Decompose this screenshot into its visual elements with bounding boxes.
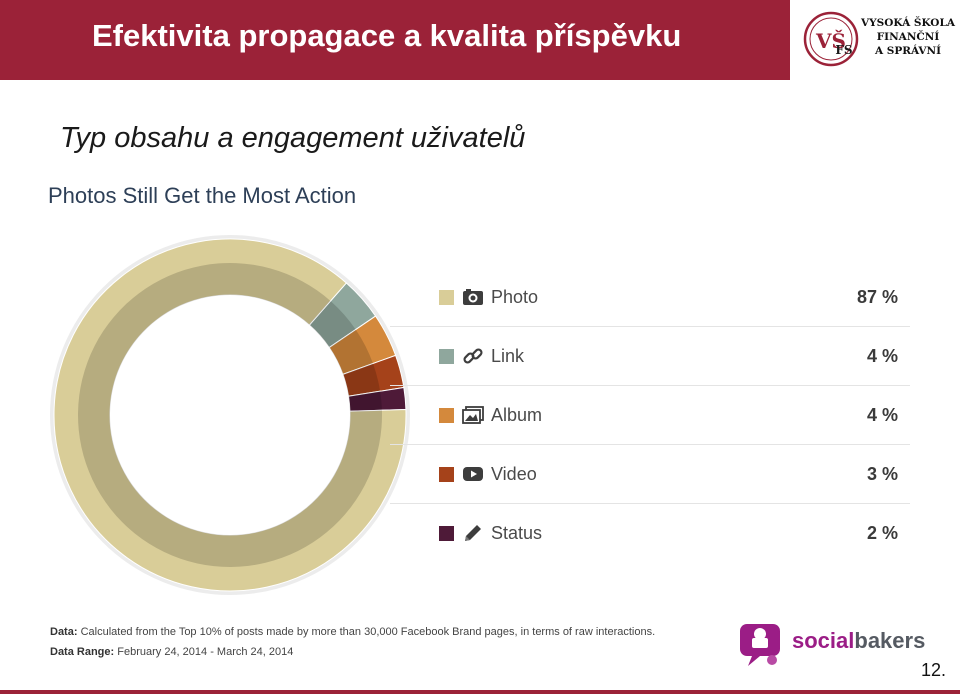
slide-subtitle: Typ obsahu a engagement uživatelů — [60, 122, 526, 154]
legend-row: Video 3 % — [390, 445, 910, 504]
svg-text:VŠ: VŠ — [815, 28, 846, 53]
legend-label: Album — [491, 405, 543, 425]
socialbakers-logo-icon — [740, 624, 780, 666]
footnote-range-text: February 24, 2014 - March 24, 2014 — [117, 646, 294, 658]
album-icon — [462, 405, 484, 425]
brand-part-social: social — [792, 628, 855, 653]
link-icon — [462, 346, 484, 366]
legend-value: 2 % — [866, 523, 898, 543]
footnote-range: Data Range: February 24, 2014 - March 24… — [50, 646, 293, 658]
school-name-line3: A SPRÁVNÍ — [874, 45, 942, 57]
school-name: VYSOKÁ ŠKOLA FINANČNÍ A SPRÁVNÍ — [860, 16, 956, 58]
donut-chart — [50, 235, 410, 595]
chart-legend: Photo 87 % Link 4 % Album 4 % Video 3 % Status 2 … — [390, 268, 910, 563]
legend-value: 3 % — [866, 464, 898, 484]
legend-value: 87 % — [856, 287, 898, 307]
socialbakers-wordmark: socialbakers — [792, 628, 925, 654]
footnote-data-label: Data: — [50, 626, 78, 638]
chart-title: Photos Still Get the Most Action — [48, 183, 357, 208]
video-icon — [462, 464, 484, 484]
footnote-range-label: Data Range: — [50, 646, 115, 658]
legend-swatch — [439, 526, 454, 541]
legend-swatch — [439, 290, 454, 305]
legend-swatch — [439, 408, 454, 423]
legend-label: Photo — [491, 287, 539, 307]
svg-text:FS: FS — [835, 43, 852, 57]
footer-rule — [0, 690, 960, 694]
school-name-line1: VYSOKÁ ŠKOLA — [861, 17, 955, 29]
legend-swatch — [439, 349, 454, 364]
legend-row: Album 4 % — [390, 386, 910, 445]
donut-slice-shade — [329, 329, 374, 375]
school-logo: VŠ FS VYSOKÁ ŠKOLA FINANČNÍ A SPRÁVNÍ — [790, 0, 960, 80]
legend-swatch — [439, 467, 454, 482]
camera-icon — [462, 287, 484, 307]
donut-slice-photo — [53, 238, 407, 592]
legend-label: Status — [491, 523, 543, 543]
brand-part-bakers: bakers — [854, 628, 926, 653]
slide-title: Efektivita propagace a kvalita příspěvku — [92, 18, 682, 53]
page-number: 12. — [920, 660, 946, 680]
donut-slice-shade — [342, 363, 381, 397]
pencil-icon — [462, 523, 484, 543]
legend-row: Photo 87 % — [390, 268, 910, 327]
donut-slice-shade — [309, 300, 356, 348]
vsfs-emblem-icon: VŠ FS — [803, 11, 859, 67]
legend-label: Link — [491, 346, 525, 366]
school-name-line2: FINANČNÍ — [876, 31, 940, 43]
donut-slice-shade — [348, 391, 382, 412]
legend-value: 4 % — [866, 346, 898, 366]
legend-value: 4 % — [866, 405, 898, 425]
legend-row: Status 2 % — [390, 504, 910, 563]
legend-label: Video — [491, 464, 537, 484]
legend-row: Link 4 % — [390, 327, 910, 386]
donut-outline — [50, 235, 410, 595]
footnote-data: Data: Calculated from the Top 10% of pos… — [50, 626, 655, 638]
footnote-data-text: Calculated from the Top 10% of posts mad… — [80, 626, 656, 638]
header-bar: Efektivita propagace a kvalita příspěvku… — [0, 0, 960, 80]
